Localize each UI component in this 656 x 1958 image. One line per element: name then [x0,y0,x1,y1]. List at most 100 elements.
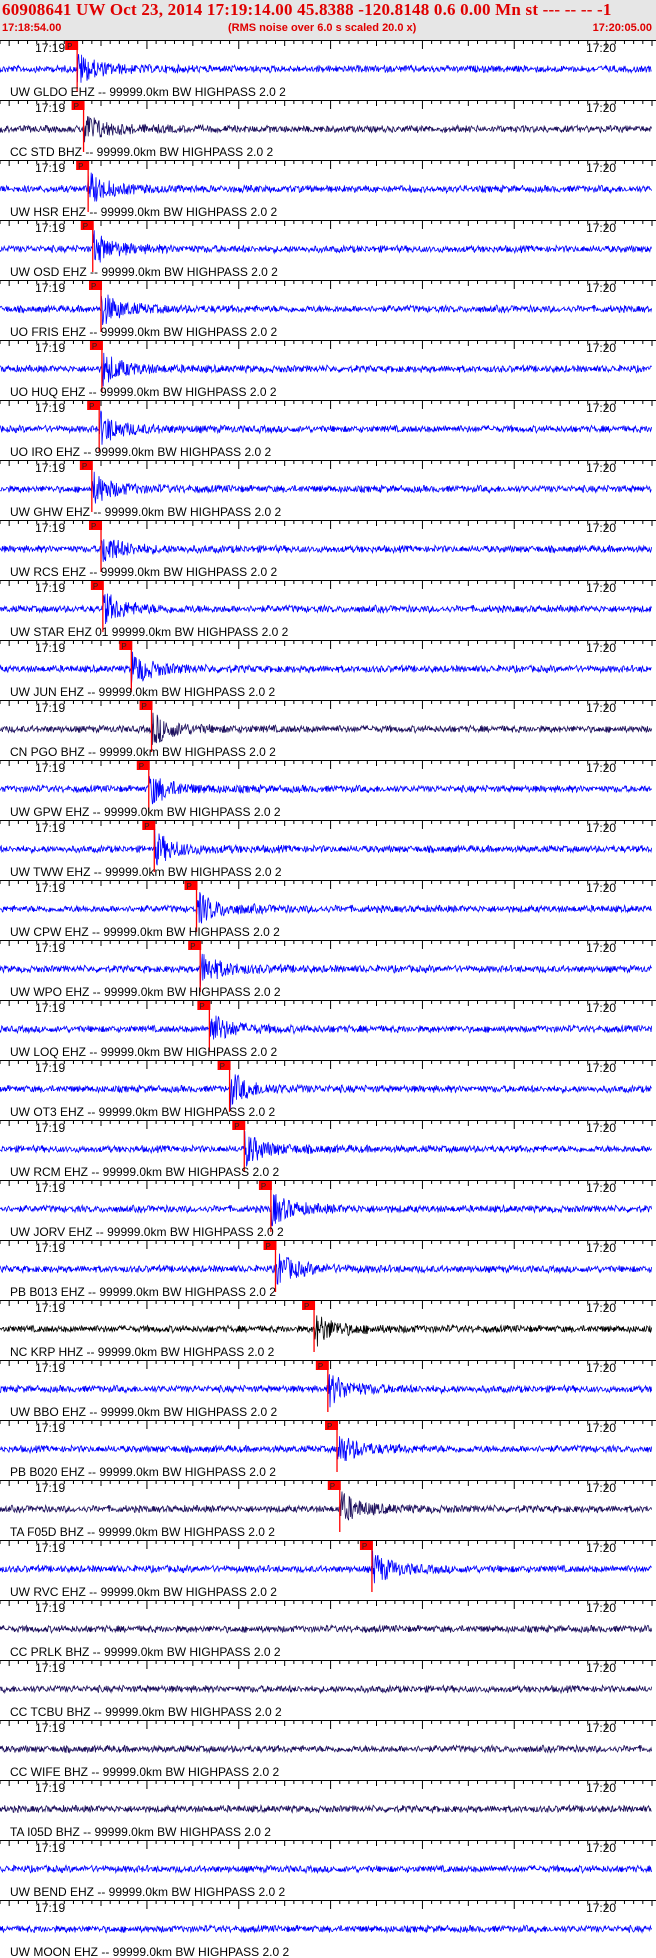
pick-flag-label: P [74,102,79,111]
trace-label: UW HSR EHZ -- 99999.0km BW HIGHPASS 2.0 … [10,205,278,219]
trace-label: CC TCBU BHZ -- 99999.0km BW HIGHPASS 2.0… [10,1705,282,1719]
trace-panel-22: 17:19 17:20 P NC KRP HHZ -- 99999.0km BW HI… [0,1300,656,1359]
waveform-trace [0,1436,652,1462]
waveform-trace [0,1743,652,1754]
pick-flag [65,41,79,50]
trace-panel-25: 17:19 17:20 P TA F05D BHZ -- 99999.0km BW H… [0,1480,656,1539]
time-tick-label: 17:20 [586,101,616,115]
waveform-trace [0,1623,652,1635]
trace-panel-18: 17:19 17:20 P UW OT3 EHZ -- 99999.0km BW HI… [0,1060,656,1119]
time-tick-label: 17:19 [35,161,65,175]
pick-flag [71,101,85,110]
waveform-trace [0,1804,652,1814]
time-tick-label: 17:20 [586,1841,616,1855]
trace-label: UW JORV EHZ -- 99999.0km BW HIGHPASS 2.0… [10,1225,284,1239]
waveform-trace [0,593,652,625]
time-tick-label: 17:19 [35,1121,65,1135]
waveform-trace [0,172,652,202]
time-tick-label: 17:19 [35,1241,65,1255]
trace-panel-15: 17:19 17:20 P UW CPW EHZ -- 99999.0km BW HI… [0,880,656,939]
time-tick-label: 17:20 [586,521,616,535]
time-tick-label: 17:19 [35,401,65,415]
waveform-trace [0,1194,652,1227]
pick-flag-label: P [220,1062,225,1071]
trace-panel-2: 17:19 17:20 P CC STD BHZ -- 99999.0km BW HI… [0,100,656,159]
time-tick-label: 17:20 [586,401,616,415]
trace-panel-6: 17:19 17:20 P UO HUQ EHZ -- 99999.0km BW HI… [0,340,656,399]
time-tick-label: 17:20 [586,221,616,235]
time-tick-label: 17:19 [35,341,65,355]
trace-panel-17: 17:19 17:20 P UW LOQ EHZ -- 99999.0km BW HI… [0,1000,656,1059]
waveform-trace [0,53,652,83]
pick-flag [76,161,90,170]
pick-flag-label: P [93,582,98,591]
time-tick-label: 17:19 [35,1421,65,1435]
waveform-trace [0,1684,652,1695]
pick-flag-label: P [187,882,192,891]
pick-flag [302,1301,316,1310]
time-tick-label: 17:19 [35,1001,65,1015]
time-tick-label: 17:19 [35,1061,65,1075]
waveform-trace [0,1374,652,1408]
time-tick-label: 17:20 [586,641,616,655]
time-tick-label: 17:19 [35,641,65,655]
time-tick-label: 17:19 [35,1721,65,1735]
pick-flag [87,401,101,410]
trace-label: UW GLDO EHZ -- 99999.0km BW HIGHPASS 2.0… [10,85,286,99]
pick-flag-label: P [304,1302,309,1311]
waveform-trace [0,829,652,866]
pick-flag-label: P [92,342,97,351]
waveform-trace [0,116,652,143]
time-tick-label: 17:19 [35,1301,65,1315]
waveform-trace [0,1315,652,1347]
trace-label: UW OT3 EHZ -- 99999.0km BW HIGHPASS 2.0 … [10,1105,276,1119]
trace-panel-19: 17:19 17:20 P UW RCM EHZ -- 99999.0km BW HI… [0,1120,656,1179]
trace-label: TA F05D BHZ -- 99999.0km BW HIGHPASS 2.0… [10,1525,275,1539]
pick-flag [139,701,153,710]
trace-label: CC WIFE BHZ -- 99999.0km BW HIGHPASS 2.0… [10,1765,280,1779]
trace-label: UW TWW EHZ -- 99999.0km BW HIGHPASS 2.0 … [10,865,282,879]
time-tick-label: 17:19 [35,941,65,955]
waveform-trace [0,539,652,562]
trace-label: UO IRO EHZ -- 99999.0km BW HIGHPASS 2.0 … [10,445,272,459]
pick-flag-label: P [83,222,88,231]
time-tick-label: 17:19 [35,461,65,475]
trace-label: UO FRIS EHZ -- 99999.0km BW HIGHPASS 2.0… [10,325,278,339]
time-tick-label: 17:20 [586,821,616,835]
time-tick-label: 17:20 [586,1481,616,1495]
time-tick-label: 17:20 [586,1061,616,1075]
trace-panel-24: 17:19 17:20 P PB B020 EHZ -- 99999.0km BW H… [0,1420,656,1479]
trace-panel-11: 17:19 17:20 P UW JUN EHZ -- 99999.0km BW HI… [0,640,656,699]
waveform-trace [0,410,652,445]
trace-panel-4: 17:19 17:20 P UW OSD EHZ -- 99999.0km BW HI… [0,220,656,279]
trace-panel-28: 17:19 17:20 CC TCBU BHZ -- 99999.0km BW HI… [0,1660,656,1719]
pick-flag-label: P [139,762,144,771]
trace-panel-20: 17:19 17:20 P UW JORV EHZ -- 99999.0km BW H… [0,1180,656,1239]
waveform-trace [0,230,652,263]
pick-flag-label: P [142,702,147,711]
trace-panel-30: 17:19 17:20 TA I05D BHZ -- 99999.0km BW HI… [0,1780,656,1839]
trace-label: TA I05D BHZ -- 99999.0km BW HIGHPASS 2.0… [10,1825,271,1839]
time-tick-label: 17:20 [586,581,616,595]
time-tick-label: 17:19 [35,881,65,895]
waveform-trace [0,471,652,504]
trace-panel-31: 17:19 17:20 UW BEND EHZ -- 99999.0km BW HI… [0,1840,656,1899]
pick-flag [217,1061,231,1070]
pick-flag-label: P [78,162,83,171]
time-tick-label: 17:20 [586,1181,616,1195]
trace-panel-23: 17:19 17:20 P UW BBO EHZ -- 99999.0km BW HI… [0,1360,656,1419]
time-tick-label: 17:20 [586,701,616,715]
time-tick-label: 17:20 [586,461,616,475]
trace-panel-14: 17:19 17:20 P UW TWW EHZ -- 99999.0km BW HI… [0,820,656,879]
trace-panel-5: 17:19 17:20 P UO FRIS EHZ -- 99999.0km BW H… [0,280,656,339]
trace-panel-16: 17:19 17:20 P UW WPO EHZ -- 99999.0km BW HI… [0,940,656,999]
time-tick-label: 17:19 [35,1541,65,1555]
trace-panel-26: 17:19 17:20 P UW RVC EHZ -- 99999.0km BW HI… [0,1540,656,1599]
time-tick-label: 17:19 [35,1661,65,1675]
pick-flag [89,341,103,350]
time-tick-label: 17:20 [586,1301,616,1315]
trace-label: UW LOQ EHZ -- 99999.0km BW HIGHPASS 2.0 … [10,1045,278,1059]
pick-flag-label: P [91,522,96,531]
time-tick-label: 17:20 [586,1781,616,1795]
